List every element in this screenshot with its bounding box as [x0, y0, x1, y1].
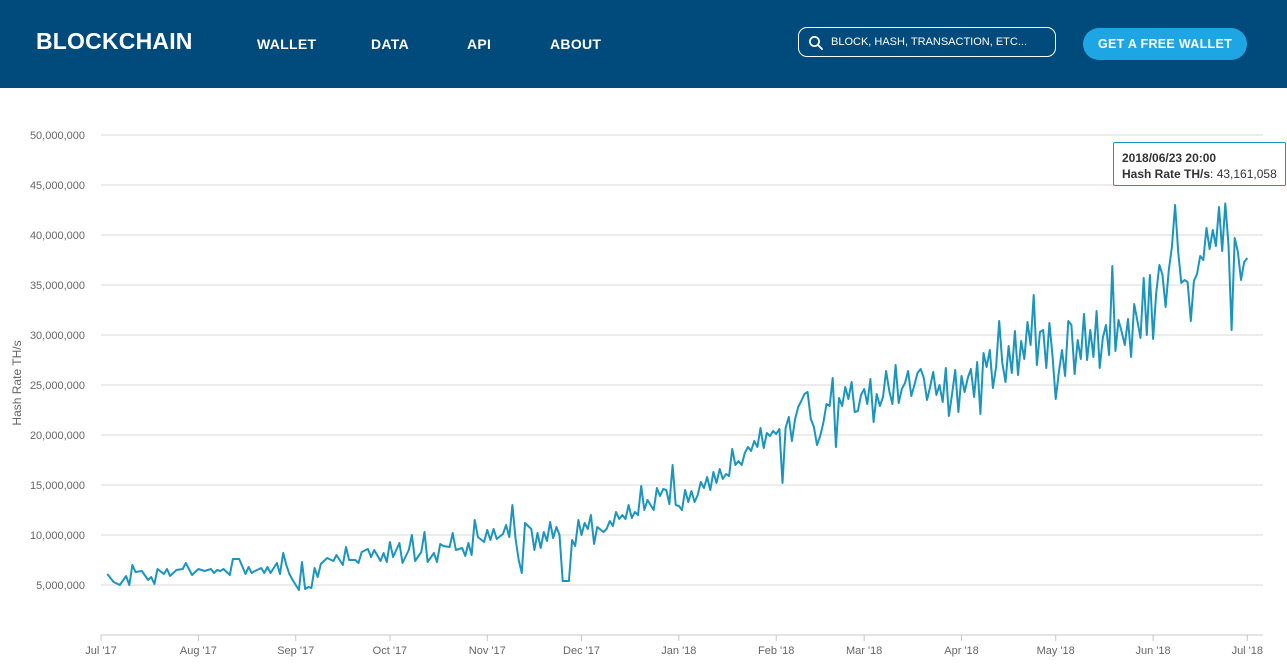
x-tick-label: Jun '18 — [1136, 645, 1171, 657]
y-tick-label: 15,000,000 — [30, 480, 85, 492]
y-tick-label: 20,000,000 — [30, 430, 85, 442]
search-icon — [809, 36, 823, 50]
x-tick-label: Feb '18 — [758, 645, 794, 657]
x-tick-label: Oct '17 — [373, 645, 408, 657]
y-tick-label: 35,000,000 — [30, 280, 85, 292]
x-tick-label: Jan '18 — [661, 645, 696, 657]
tooltip-value-row: Hash Rate TH/s: 43,161,058 — [1122, 167, 1277, 181]
blockchain-logo[interactable]: BLOCKCHAIN — [36, 28, 193, 54]
x-tick-label: Dec '17 — [563, 645, 600, 657]
x-tick-label: Aug '17 — [180, 645, 217, 657]
y-axis-ticks: 5,000,000 10,000,000 15,000,000 20,000,000 2… — [30, 130, 85, 592]
x-tick-label: Nov '17 — [469, 645, 506, 657]
y-tick-label: 45,000,000 — [30, 180, 85, 192]
nav-wallet[interactable]: WALLET — [257, 36, 317, 52]
nav-data[interactable]: DATA — [371, 36, 410, 52]
x-tick-label: Mar '18 — [846, 645, 882, 657]
grid-lines — [101, 134, 1263, 636]
x-tick-label: Jul '18 — [1232, 645, 1263, 657]
search-box[interactable] — [798, 27, 1056, 57]
nav-api[interactable]: API — [467, 36, 492, 52]
search-input[interactable] — [831, 32, 1051, 52]
tooltip-date: 2018/06/23 20:00 — [1122, 151, 1217, 165]
site-header: BLOCKCHAIN WALLET DATA API ABOUT GET A F… — [0, 0, 1287, 88]
x-tick-label: Jul '17 — [85, 645, 116, 657]
y-tick-label: 5,000,000 — [36, 580, 85, 592]
chart-tooltip: 2018/06/23 20:00 Hash Rate TH/s: 43,161,… — [1113, 142, 1286, 186]
series-line-hash-rate[interactable] — [106, 202, 1249, 591]
y-axis-label: Hash Rate TH/s — [10, 340, 24, 425]
x-tick-label: Sep '17 — [277, 645, 314, 657]
y-tick-label: 40,000,000 — [30, 230, 85, 242]
y-tick-label: 10,000,000 — [30, 530, 85, 542]
y-tick-label: 25,000,000 — [30, 380, 85, 392]
tooltip-value: 43,161,058 — [1216, 167, 1277, 181]
x-axis-ticks: Jul '17 Aug '17 Sep '17 Oct '17 Nov '17 Dec '… — [85, 635, 1263, 657]
hash-rate-chart: 5,000,000 10,000,000 15,000,000 20,000,000 2… — [10, 130, 1263, 657]
x-tick-label: May '18 — [1037, 645, 1075, 657]
get-free-wallet-button[interactable]: GET A FREE WALLET — [1083, 28, 1247, 60]
x-tick-label: Apr '18 — [944, 645, 979, 657]
nav-about[interactable]: ABOUT — [550, 36, 602, 52]
y-tick-label: 50,000,000 — [30, 130, 85, 142]
y-tick-label: 30,000,000 — [30, 330, 85, 342]
tooltip-series-label: Hash Rate TH/s — [1122, 167, 1211, 181]
